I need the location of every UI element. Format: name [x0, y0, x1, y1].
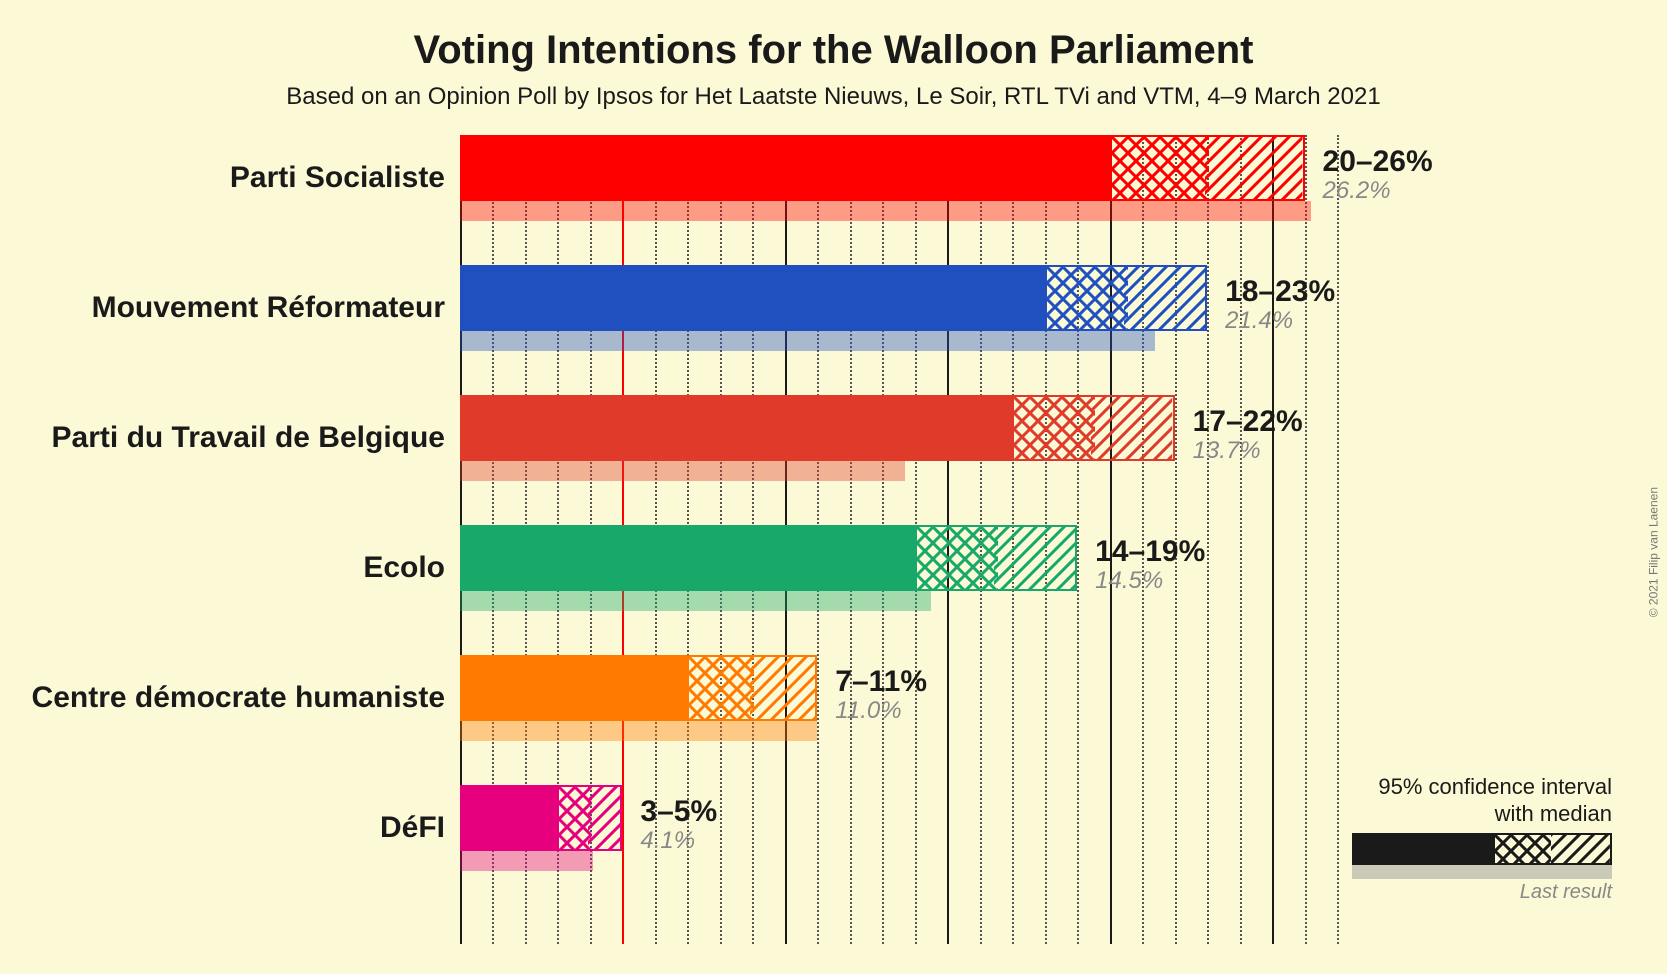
bar-crosshatch-segment	[1014, 397, 1095, 459]
bar-diagonal-segment	[994, 527, 1075, 589]
party-row: Parti du Travail de Belgique 17–22%13.7%	[0, 395, 1667, 489]
last-result-bar	[460, 461, 905, 481]
value-labels: 20–26%26.2%	[1323, 145, 1433, 205]
previous-label: 11.0%	[835, 697, 927, 725]
party-label: Ecolo	[0, 551, 445, 585]
legend: 95% confidence interval with median Last…	[1332, 774, 1612, 904]
bar-crosshatch-segment	[917, 527, 998, 589]
last-result-bar	[460, 851, 593, 871]
bar-crosshatch-segment	[1112, 137, 1209, 199]
bar-solid-segment	[462, 267, 1047, 329]
chart-area: Parti Socialiste 20–26%26.2% Mouvement Réf…	[0, 135, 1667, 944]
confidence-bar	[460, 265, 1207, 331]
previous-label: 13.7%	[1193, 437, 1303, 465]
bar-crosshatch-segment	[1047, 267, 1128, 329]
range-label: 3–5%	[640, 795, 717, 829]
bar-solid-segment	[462, 787, 559, 849]
party-row: Ecolo 14–19%14.5%	[0, 525, 1667, 619]
previous-label: 14.5%	[1095, 567, 1205, 595]
party-label: Parti du Travail de Belgique	[0, 421, 445, 455]
legend-line-1: 95% confidence interval	[1332, 774, 1612, 800]
bar-diagonal-segment	[1091, 397, 1172, 459]
legend-solid	[1354, 835, 1495, 863]
bar-diagonal-segment	[750, 657, 815, 719]
value-labels: 3–5%4.1%	[640, 795, 717, 855]
party-label: DéFI	[0, 811, 445, 845]
confidence-bar	[460, 525, 1077, 591]
bar-diagonal-segment	[588, 787, 620, 849]
range-label: 17–22%	[1193, 405, 1303, 439]
confidence-bar	[460, 785, 622, 851]
chart-subtitle: Based on an Opinion Poll by Ipsos for He…	[0, 73, 1667, 125]
legend-cross	[1495, 835, 1551, 863]
last-result-bar	[460, 721, 817, 741]
bar-crosshatch-segment	[689, 657, 754, 719]
party-label: Parti Socialiste	[0, 161, 445, 195]
legend-diag	[1551, 835, 1610, 863]
party-label: Mouvement Réformateur	[0, 291, 445, 325]
value-labels: 7–11%11.0%	[835, 665, 927, 725]
bar-solid-segment	[462, 657, 689, 719]
value-labels: 14–19%14.5%	[1095, 535, 1205, 595]
last-result-bar	[460, 591, 931, 611]
legend-line-2: with median	[1332, 801, 1612, 827]
confidence-bar	[460, 655, 817, 721]
bar-solid-segment	[462, 137, 1112, 199]
last-result-bar	[460, 331, 1155, 351]
range-label: 18–23%	[1225, 275, 1335, 309]
previous-label: 26.2%	[1323, 177, 1433, 205]
previous-label: 21.4%	[1225, 307, 1335, 335]
party-row: Mouvement Réformateur 18–23%21.4%	[0, 265, 1667, 359]
bar-solid-segment	[462, 527, 917, 589]
party-row: Centre démocrate humaniste 7–11%11.0%	[0, 655, 1667, 749]
party-label: Centre démocrate humaniste	[0, 681, 445, 715]
last-result-bar	[460, 201, 1311, 221]
bar-diagonal-segment	[1124, 267, 1205, 329]
previous-label: 4.1%	[640, 827, 717, 855]
range-label: 14–19%	[1095, 535, 1205, 569]
range-label: 7–11%	[835, 665, 927, 699]
confidence-bar	[460, 135, 1305, 201]
bar-diagonal-segment	[1205, 137, 1302, 199]
legend-swatch	[1352, 833, 1612, 865]
legend-last-label: Last result	[1332, 881, 1612, 904]
confidence-bar	[460, 395, 1175, 461]
value-labels: 17–22%13.7%	[1193, 405, 1303, 465]
legend-last-bar	[1352, 865, 1612, 879]
value-labels: 18–23%21.4%	[1225, 275, 1335, 335]
range-label: 20–26%	[1323, 145, 1433, 179]
bar-solid-segment	[462, 397, 1014, 459]
party-row: Parti Socialiste 20–26%26.2%	[0, 135, 1667, 229]
chart-title: Voting Intentions for the Walloon Parlia…	[0, 0, 1667, 73]
